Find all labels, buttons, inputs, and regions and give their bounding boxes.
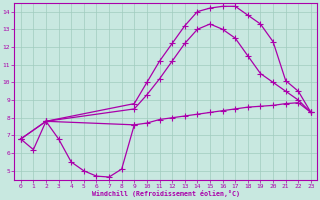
- X-axis label: Windchill (Refroidissement éolien,°C): Windchill (Refroidissement éolien,°C): [92, 190, 240, 197]
